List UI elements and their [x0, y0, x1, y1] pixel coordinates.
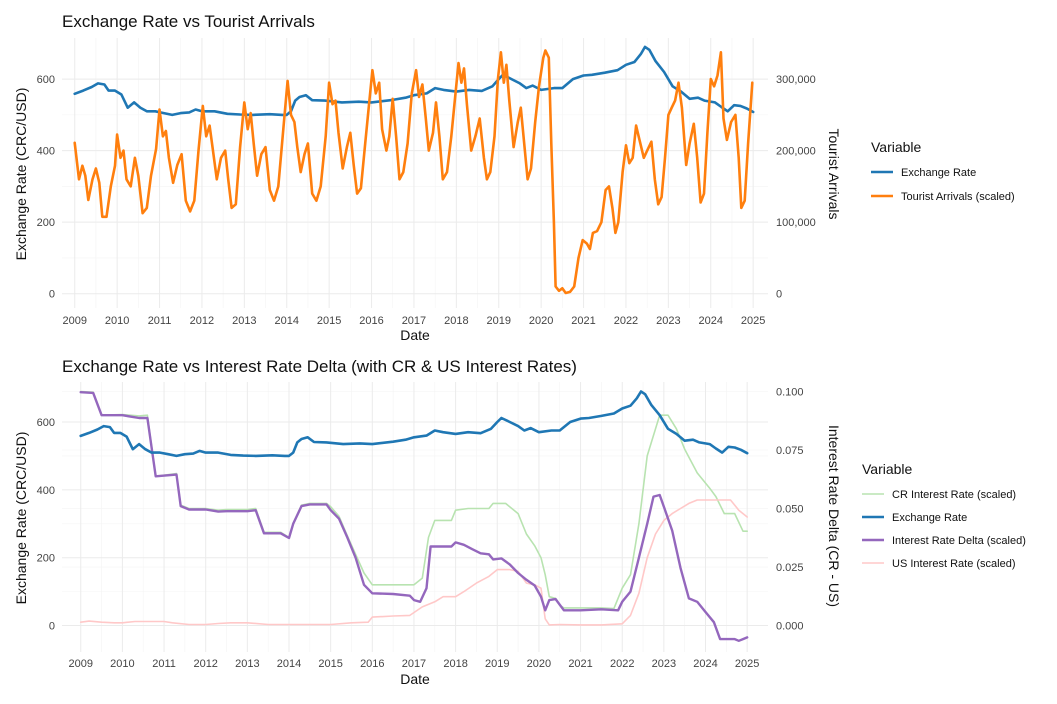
legend-label-interest-rate-delta-scaled: Interest Rate Delta (scaled) — [892, 535, 1026, 547]
x-tick-label: 2014 — [274, 315, 298, 327]
x-tick-label: 2011 — [148, 315, 172, 327]
x-tick-label: 2017 — [402, 315, 426, 327]
chart-2-x-ticks: 2009 2010 2011 2012 2013 2014 2015 2016 2017 2018… — [69, 658, 760, 670]
chart-2-legend-title: Variable — [862, 461, 913, 477]
x-tick-label: 2019 — [485, 658, 509, 670]
x-tick-label: 2009 — [62, 315, 86, 327]
x-tick-label: 2015 — [318, 658, 342, 670]
x-tick-label: 2021 — [568, 658, 592, 670]
chart-1-lines — [73, 45, 755, 295]
chart-1-grid — [62, 38, 768, 308]
chart-1-y-ticks: 0 200 400 600 — [37, 74, 55, 301]
y-tick-label: 0 — [49, 289, 55, 301]
chart-1-y-axis-title: Exchange Rate (CRC/USD) — [13, 88, 29, 261]
x-tick-label: 2018 — [443, 658, 467, 670]
y2-tick-label: 0.075 — [776, 445, 804, 457]
x-tick-label: 2024 — [693, 658, 717, 670]
legend-label-tourist-arrivals-scaled: Tourist Arrivals (scaled) — [901, 191, 1015, 203]
chart-1-y2-axis-title: Tourist Arrivals — [826, 128, 842, 219]
x-tick-label: 2024 — [699, 315, 723, 327]
chart-2-x-axis-title: Date — [400, 671, 430, 687]
series-line-exchange-rate — [79, 390, 749, 458]
chart-1-x-ticks: 2009 2010 2011 2012 2013 2014 2015 2016 2017 2018… — [62, 315, 765, 327]
x-tick-label: 2022 — [610, 658, 634, 670]
chart-1-title: Exchange Rate vs Tourist Arrivals — [62, 12, 315, 31]
y-tick-label: 0 — [49, 621, 55, 633]
x-tick-label: 2020 — [529, 315, 553, 327]
x-tick-label: 2014 — [277, 658, 301, 670]
x-tick-label: 2020 — [527, 658, 551, 670]
y2-tick-label: 0.000 — [776, 621, 804, 633]
chart-2-lines — [79, 390, 749, 642]
x-tick-label: 2011 — [152, 658, 176, 670]
chart-1: Exchange Rate vs Tourist Arrivals 2009 20… — [13, 12, 1015, 343]
x-tick-label: 2009 — [69, 658, 93, 670]
chart-1-y2-ticks: 0 100,000 200,000 300,000 — [776, 74, 816, 301]
legend-label-cr-interest-rate-scaled: CR Interest Rate (scaled) — [892, 489, 1016, 501]
y-tick-label: 200 — [37, 217, 55, 229]
x-tick-label: 2016 — [360, 658, 384, 670]
y2-tick-label: 200,000 — [776, 146, 816, 158]
x-tick-label: 2018 — [444, 315, 468, 327]
legend-label-us-interest-rate-scaled: US Interest Rate (scaled) — [892, 558, 1016, 570]
series-line-exchange-rate — [73, 45, 755, 117]
y-tick-label: 600 — [37, 417, 55, 429]
series-line-tourist-arrivals-scaled — [73, 49, 754, 295]
x-tick-label: 2010 — [110, 658, 134, 670]
series-line-cr-interest-rate-scaled — [79, 390, 748, 610]
x-tick-label: 2010 — [105, 315, 129, 327]
x-tick-label: 2023 — [652, 658, 676, 670]
y2-tick-label: 100,000 — [776, 217, 816, 229]
x-tick-label: 2021 — [571, 315, 595, 327]
chart-2-y2-ticks: 0.000 0.025 0.050 0.075 0.100 — [776, 386, 804, 632]
x-tick-label: 2015 — [317, 315, 341, 327]
x-tick-label: 2023 — [656, 315, 680, 327]
chart-1-legend: Variable Exchange Rate Tourist Arrivals (… — [871, 139, 1015, 203]
y2-tick-label: 0 — [776, 289, 782, 301]
chart-2-title: Exchange Rate vs Interest Rate Delta (wi… — [62, 357, 577, 376]
chart-1-x-axis-title: Date — [400, 327, 430, 343]
x-tick-label: 2016 — [359, 315, 383, 327]
y2-tick-label: 0.025 — [776, 562, 804, 574]
legend-label-exchange-rate: Exchange Rate — [892, 512, 967, 524]
chart-2-legend: Variable CR Interest Rate (scaled) Exchan… — [862, 461, 1026, 570]
x-tick-label: 2013 — [232, 315, 256, 327]
y2-tick-label: 300,000 — [776, 74, 816, 86]
y-tick-label: 400 — [37, 485, 55, 497]
y-tick-label: 400 — [37, 146, 55, 158]
y2-tick-label: 0.050 — [776, 504, 804, 516]
chart-2-y2-axis-title: Interest Rate Delta (CR - US) — [826, 425, 842, 607]
y2-tick-label: 0.100 — [776, 386, 804, 398]
chart-2-y-ticks: 0 200 400 600 — [37, 417, 55, 633]
x-tick-label: 2017 — [402, 658, 426, 670]
x-tick-label: 2025 — [735, 658, 759, 670]
series-line-us-interest-rate-scaled — [79, 499, 748, 626]
x-tick-label: 2012 — [190, 315, 214, 327]
chart-2: Exchange Rate vs Interest Rate Delta (wi… — [13, 357, 1026, 687]
x-tick-label: 2022 — [614, 315, 638, 327]
y-tick-label: 600 — [37, 74, 55, 86]
series-line-interest-rate-delta-scaled — [79, 391, 749, 642]
x-tick-label: 2025 — [741, 315, 765, 327]
legend-label-exchange-rate: Exchange Rate — [901, 167, 976, 179]
chart-1-legend-title: Variable — [871, 139, 922, 155]
x-tick-label: 2019 — [487, 315, 511, 327]
x-tick-label: 2012 — [193, 658, 217, 670]
y-tick-label: 200 — [37, 553, 55, 565]
x-tick-label: 2013 — [235, 658, 259, 670]
chart-2-grid — [62, 382, 768, 652]
chart-2-y-axis-title: Exchange Rate (CRC/USD) — [13, 432, 29, 605]
